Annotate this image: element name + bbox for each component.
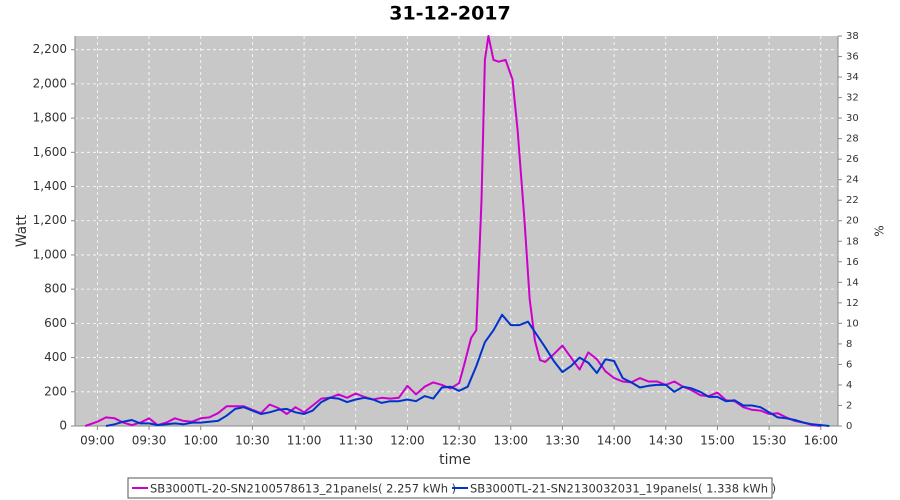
y2-tick-label: 0	[846, 421, 852, 432]
x-tick-label: 10:30	[235, 434, 270, 448]
x-tick-label: 10:00	[183, 434, 218, 448]
y-tick-label: 2,200	[33, 42, 67, 56]
x-tick-label: 09:00	[80, 434, 115, 448]
y-tick-label: 2,000	[33, 76, 67, 90]
y2-tick-label: 2	[846, 400, 852, 411]
y2-tick-label: 26	[846, 154, 859, 165]
y-tick-label: 600	[44, 316, 67, 330]
y2-tick-label: 22	[846, 195, 859, 206]
y2-tick-label: 36	[846, 52, 859, 63]
legend-label: SB3000TL-20-SN2100578613_21panels( 2.257…	[150, 482, 456, 496]
y-tick-label: 1,800	[33, 111, 67, 125]
legend	[127, 477, 773, 499]
y-tick-label: 400	[44, 350, 67, 364]
y2-tick-label: 14	[846, 277, 859, 288]
y2-axis-label: %	[873, 225, 887, 236]
y2-tick-label: 38	[846, 31, 859, 42]
y-tick-label: 1,000	[33, 247, 67, 261]
y2-tick-label: 4	[846, 380, 852, 391]
y2-tick-label: 34	[846, 72, 859, 83]
legend-label: SB3000TL-21-SN2130032031_19panels( 1.338…	[470, 482, 776, 496]
y-tick-label: 0	[59, 419, 67, 433]
x-tick-label: 14:00	[597, 434, 632, 448]
x-tick-label: 15:00	[700, 434, 735, 448]
y2-tick-label: 32	[846, 93, 859, 104]
x-tick-label: 11:30	[338, 434, 373, 448]
y-tick-label: 200	[44, 384, 67, 398]
y-tick-label: 1,400	[33, 179, 67, 193]
y2-tick-label: 6	[846, 359, 852, 370]
x-tick-label: 12:00	[390, 434, 425, 448]
y2-tick-label: 20	[846, 216, 859, 227]
y2-tick-label: 24	[846, 175, 859, 186]
y2-tick-label: 12	[846, 298, 859, 309]
y2-tick-label: 18	[846, 236, 859, 247]
y-tick-label: 1,600	[33, 145, 67, 159]
y-tick-label: 800	[44, 282, 67, 296]
plot-area	[75, 36, 838, 426]
series-line	[84, 35, 821, 427]
x-axis-label: time	[439, 452, 471, 468]
y2-tick-label: 30	[846, 113, 859, 124]
y2-tick-label: 16	[846, 257, 859, 268]
y2-tick-label: 10	[846, 318, 859, 329]
y2-tick-label: 28	[846, 134, 859, 145]
x-tick-label: 12:30	[442, 434, 477, 448]
series-line	[105, 313, 830, 427]
x-tick-label: 16:00	[803, 434, 838, 448]
x-tick-label: 11:00	[287, 434, 322, 448]
x-tick-label: 14:30	[648, 434, 683, 448]
y-tick-label: 1,200	[33, 213, 67, 227]
x-tick-label: 13:00	[493, 434, 528, 448]
x-tick-label: 13:30	[545, 434, 580, 448]
x-tick-label: 09:30	[132, 434, 167, 448]
y-axis-label: Watt	[14, 214, 30, 247]
x-tick-label: 15:30	[752, 434, 787, 448]
chart-title: 31-12-2017	[389, 3, 511, 25]
y2-tick-label: 8	[846, 339, 852, 350]
